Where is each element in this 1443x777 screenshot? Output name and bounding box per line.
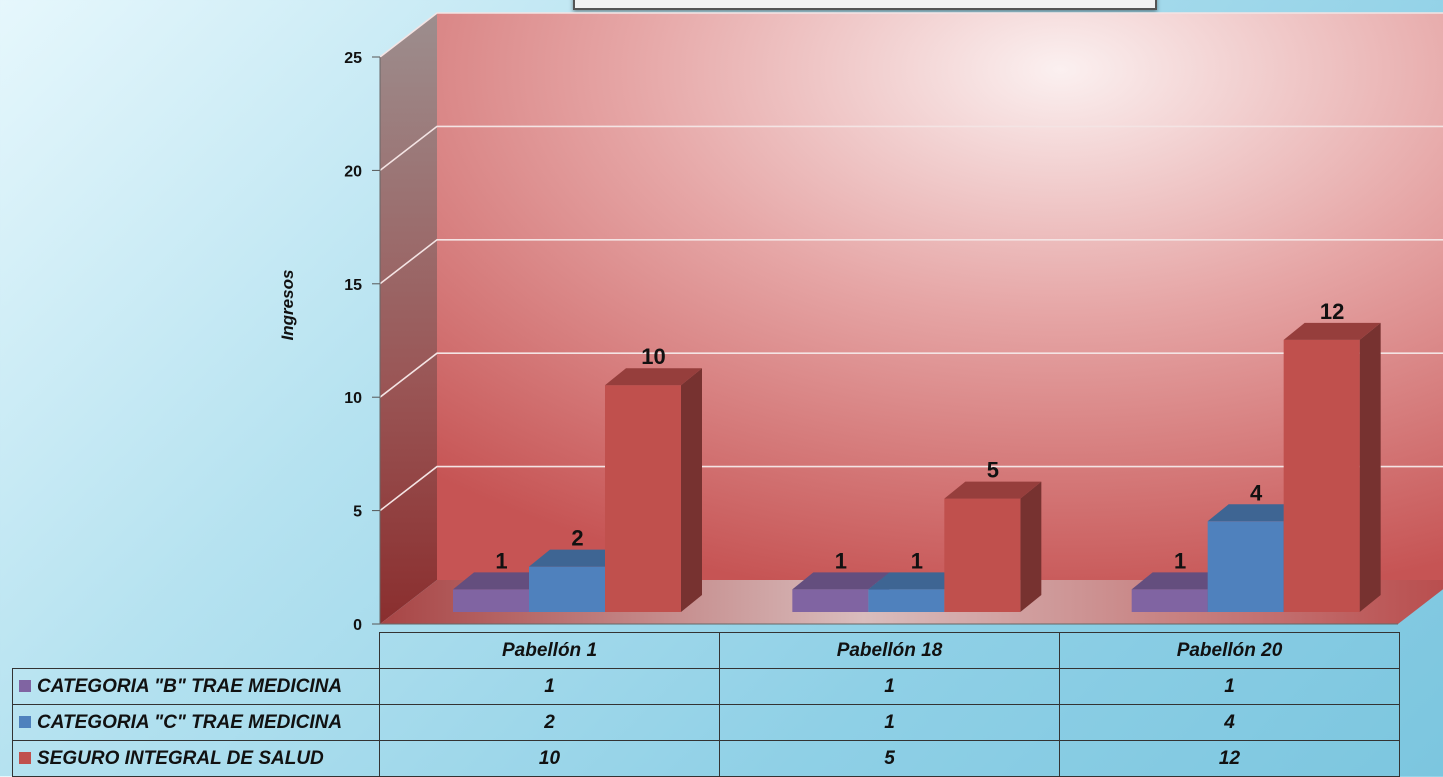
bar: [792, 589, 868, 612]
table-row: CATEGORIA "C" TRAE MEDICINA 2 1 4: [13, 705, 1400, 741]
bar: [1132, 589, 1208, 612]
category-label: Pabellón 18: [720, 633, 1060, 669]
bar-side: [681, 368, 702, 612]
table-cell: 1: [720, 705, 1060, 741]
legend-entry: CATEGORIA "B" TRAE MEDICINA: [13, 669, 380, 705]
data-label: 4: [1250, 480, 1263, 505]
table-cell: 10: [380, 741, 720, 777]
category-label: Pabellón 20: [1060, 633, 1400, 669]
data-label: 1: [835, 548, 847, 573]
y-tick-label: 5: [353, 504, 362, 521]
y-tick-label: 25: [344, 50, 362, 67]
bar: [1208, 521, 1284, 612]
bar-side: [1020, 482, 1041, 612]
legend-entry: CATEGORIA "C" TRAE MEDICINA: [13, 705, 380, 741]
table-cell: 1: [380, 669, 720, 705]
legend-swatch-red: [19, 752, 31, 764]
legend-swatch-purple: [19, 680, 31, 692]
table-cell: 1: [720, 669, 1060, 705]
table-row: CATEGORIA "B" TRAE MEDICINA 1 1 1: [13, 669, 1400, 705]
data-label: 10: [641, 344, 665, 369]
side-wall: [380, 13, 437, 624]
data-table: Pabellón 1 Pabellón 18 Pabellón 20 CATEG…: [12, 632, 1400, 777]
y-tick-label: 10: [344, 390, 362, 407]
bar: [453, 589, 529, 612]
legend-label: CATEGORIA "C" TRAE MEDICINA: [37, 712, 342, 733]
table-row: SEGURO INTEGRAL DE SALUD 10 5 12: [13, 741, 1400, 777]
bar: [529, 567, 605, 612]
table-cell: 2: [380, 705, 720, 741]
data-label: 1: [1174, 548, 1186, 573]
table-cell: 5: [720, 741, 1060, 777]
data-table-header-row: Pabellón 1 Pabellón 18 Pabellón 20: [13, 633, 1400, 669]
bar: [1284, 340, 1360, 612]
legend-label: SEGURO INTEGRAL DE SALUD: [37, 748, 324, 769]
y-axis-label: Ingresos: [278, 270, 298, 341]
table-cell: 1: [1060, 669, 1400, 705]
data-label: 12: [1320, 299, 1344, 324]
table-cell: 4: [1060, 705, 1400, 741]
data-label: 1: [495, 548, 507, 573]
legend-entry: SEGURO INTEGRAL DE SALUD: [13, 741, 380, 777]
table-cell: 12: [1060, 741, 1400, 777]
category-label: Pabellón 1: [380, 633, 720, 669]
bar: [868, 589, 944, 612]
bar: [944, 499, 1020, 612]
y-tick-label: 20: [344, 163, 362, 180]
legend-label: CATEGORIA "B" TRAE MEDICINA: [37, 676, 342, 697]
bar-side: [1360, 323, 1381, 612]
legend-swatch-blue: [19, 716, 31, 728]
data-label: 2: [571, 526, 583, 551]
y-tick-label: 15: [344, 277, 362, 294]
bar: [605, 385, 681, 612]
data-table-corner: [13, 633, 380, 669]
data-label: 5: [987, 458, 999, 483]
data-label: 1: [911, 548, 923, 573]
